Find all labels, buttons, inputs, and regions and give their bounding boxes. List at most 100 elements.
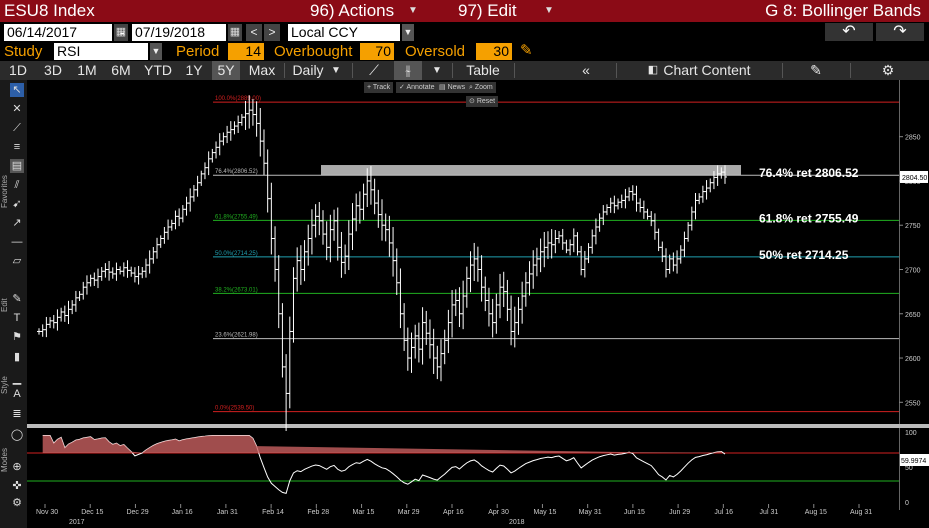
chart-grid — [27, 80, 929, 510]
price-chart[interactable]: 100.0%(2889.00) 76.4%(2806.52) 61.8%(2755.… — [27, 80, 929, 528]
line-style-icon[interactable]: ≣ — [12, 408, 22, 420]
rsi-line — [42, 435, 726, 494]
range-6m[interactable]: 6M — [111, 62, 131, 78]
rsi-last-label: 59.9974 — [901, 458, 926, 465]
modes-strip-label: Modes — [0, 447, 9, 472]
oversold-input[interactable]: 30 — [476, 43, 512, 60]
arrow-tool-icon[interactable]: ➹ — [12, 198, 22, 210]
chart-toolbar: 1D 3D 1M 6M YTD 1Y 5Y Max Daily ▼ ⟋ ⫳ ▼ … — [0, 61, 929, 80]
retracement-annotation: 76.4% ret 2806.52 — [759, 166, 859, 180]
reset-button[interactable]: ⊙ Reset — [466, 96, 499, 107]
news-button[interactable]: ▤ News — [436, 82, 469, 93]
zoom-in-icon[interactable]: ⊕ — [12, 461, 22, 473]
range-1d[interactable]: 1D — [9, 62, 27, 78]
time-tick-label: Jun 15 — [624, 509, 645, 516]
edit-dropdown-icon[interactable]: ▼ — [544, 5, 554, 16]
time-tick-label: Mar 29 — [398, 509, 420, 516]
currency-dropdown-icon[interactable]: ▼ — [402, 24, 414, 41]
fib-line-label: 38.2%(2673.01) — [215, 287, 258, 293]
ticker-label[interactable]: ESU8 Index — [4, 1, 95, 20]
horizontal-line-icon[interactable]: — — [11, 236, 23, 248]
shapes-icon[interactable]: ◯ — [10, 429, 24, 441]
highlighter-tool-icon[interactable]: ▮ — [13, 351, 21, 363]
line-chart-icon[interactable]: ⟋ — [369, 62, 379, 78]
oversold-label: Oversold — [405, 43, 466, 60]
crosshair-icon[interactable]: ✜ — [12, 480, 22, 492]
track-button[interactable]: + Track — [364, 82, 394, 93]
price-tick-label: 2650 — [905, 312, 921, 319]
reset-label: Reset — [476, 98, 496, 105]
trendline-tool-icon[interactable]: ⟋ — [13, 122, 21, 134]
highlight-box — [321, 165, 741, 176]
redo-button[interactable]: ↷ — [876, 23, 924, 41]
text-tool-icon[interactable]: T — [13, 312, 21, 324]
end-date-field[interactable]: 07/19/2018 — [132, 24, 226, 41]
chart-type-dropdown-icon[interactable]: ▼ — [432, 65, 442, 76]
rsi-tick-label: 100 — [905, 430, 917, 437]
period-input[interactable]: 14 — [228, 43, 264, 60]
time-tick-label: Feb 14 — [262, 509, 284, 516]
settings-gear-icon[interactable]: ⚙ — [881, 62, 895, 78]
price-tick-label: 2550 — [905, 400, 921, 407]
overbought-input[interactable]: 70 — [360, 43, 394, 60]
frequency-select[interactable]: Daily — [292, 62, 324, 78]
chart-content-button[interactable]: Chart Content — [663, 62, 751, 78]
fib-levels: 100.0%(2889.00) 76.4%(2806.52) 61.8%(2755.… — [213, 96, 899, 413]
time-tick-label: Jan 31 — [217, 509, 238, 516]
next-period-button[interactable]: > — [264, 24, 280, 41]
fib-line-label: 23.6%(2621.98) — [215, 333, 258, 339]
prev-period-button[interactable]: < — [246, 24, 262, 41]
start-calendar-icon[interactable]: ▦ — [114, 24, 128, 41]
eraser-tool-icon[interactable]: ✕ — [12, 103, 22, 115]
year-label: 2017 — [69, 519, 85, 526]
currency-select[interactable]: Local CCY — [288, 24, 400, 41]
pencil-tool-icon[interactable]: ✎ — [12, 293, 22, 305]
zoom-button[interactable]: ⌕ Zoom — [466, 82, 496, 93]
channel-tool-icon[interactable]: ⫽ — [14, 179, 20, 191]
overbought-label: Overbought — [274, 43, 353, 60]
range-3d[interactable]: 3D — [44, 62, 62, 78]
actions-menu-button[interactable]: 96) Actions — [310, 1, 395, 20]
collapse-left-icon[interactable]: « — [582, 62, 590, 78]
retracement-tool-icon[interactable]: ▤ — [10, 159, 24, 173]
range-1m[interactable]: 1M — [77, 62, 97, 78]
time-tick-label: Feb 28 — [307, 509, 329, 516]
table-button[interactable]: Table — [466, 62, 500, 78]
baseline-tool-icon[interactable]: ▁ — [12, 373, 22, 385]
range-max[interactable]: Max — [248, 62, 276, 78]
annotate-button[interactable]: ✓ Annotate — [396, 82, 438, 93]
undo-button[interactable]: ↶ — [825, 23, 873, 41]
annotate-label: Annotate — [406, 84, 435, 91]
toolbar-divider — [284, 63, 285, 78]
time-tick-label: Aug 31 — [850, 509, 872, 516]
edit-chart-icon[interactable]: ✎ — [810, 62, 822, 78]
ray-tool-icon[interactable]: ↗ — [12, 217, 22, 229]
frequency-dropdown-icon[interactable]: ▼ — [331, 65, 341, 76]
range-5y[interactable]: 5Y — [212, 61, 240, 80]
range-1y[interactable]: 1Y — [185, 62, 203, 78]
toolbar-divider — [616, 63, 617, 78]
fib-line-label: 61.8%(2755.49) — [215, 214, 258, 220]
settings-small-icon[interactable]: ⚙ — [12, 497, 22, 509]
time-tick-label: Jul 31 — [760, 509, 779, 516]
range-ytd[interactable]: YTD — [144, 62, 172, 78]
start-date-field[interactable]: 06/14/2017 — [4, 24, 112, 41]
time-tick-label: Dec 29 — [126, 509, 148, 516]
fib-tool-icon[interactable]: ≡ — [13, 141, 21, 153]
flag-tool-icon[interactable]: ⚑ — [12, 331, 22, 343]
actions-dropdown-icon[interactable]: ▼ — [408, 5, 418, 16]
ohlc-bars-icon[interactable]: ⫳ — [394, 61, 422, 80]
time-tick-label: Dec 15 — [81, 509, 103, 516]
rsi-tick-label: 0 — [905, 500, 909, 507]
rsi-panel: 100 50 0 59.9974 — [27, 430, 929, 507]
font-style-icon[interactable]: A — [13, 388, 21, 400]
edit-menu-button[interactable]: 97) Edit — [458, 1, 517, 20]
parallel-lines-icon[interactable]: ▱ — [12, 255, 22, 267]
study-dropdown-icon[interactable]: ▼ — [150, 43, 162, 60]
toolbar-divider — [514, 63, 515, 78]
pointer-tool-icon[interactable]: ↖ — [10, 83, 24, 97]
study-select[interactable]: RSI — [54, 43, 148, 60]
pencil-icon[interactable]: ✎ — [520, 42, 533, 59]
end-calendar-icon[interactable]: ▦ — [228, 24, 242, 41]
time-tick-label: Jul 16 — [714, 509, 733, 516]
